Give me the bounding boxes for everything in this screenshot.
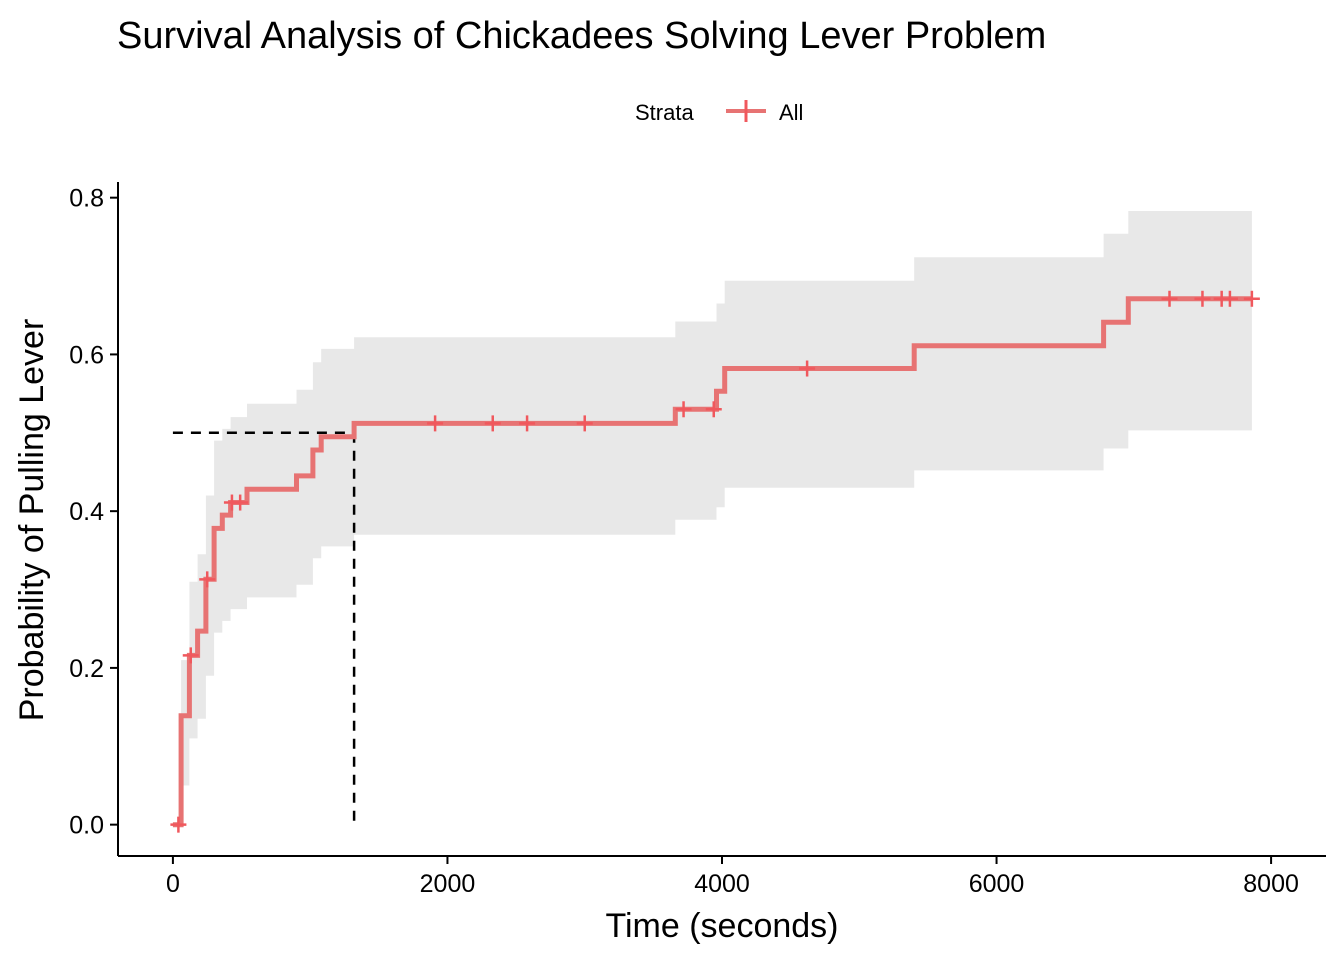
x-tick-label: 6000 (969, 870, 1025, 898)
censor-mark (484, 415, 501, 432)
legend-title: Strata (635, 100, 694, 125)
censor-mark (1221, 290, 1238, 307)
legend: Strata All (635, 100, 803, 125)
y-axis-label: Probability of Pulling Lever (13, 319, 51, 722)
median-reference-lines (172, 431, 356, 825)
x-tick-label: 8000 (1243, 870, 1299, 898)
y-tick-label: 0.4 (69, 498, 104, 526)
censor-mark (519, 415, 536, 432)
censor-mark (170, 816, 187, 833)
y-axis-ticks: 0.0 0.2 0.4 0.6 0.8 (69, 185, 118, 840)
x-axis-label: Time (seconds) (605, 907, 838, 945)
censor-mark (799, 360, 816, 377)
censor-mark (199, 571, 216, 588)
y-tick-label: 0.8 (69, 185, 104, 213)
x-tick-label: 4000 (694, 870, 750, 898)
x-axis-ticks: 0 2000 4000 6000 8000 (166, 856, 1299, 898)
x-tick-label: 0 (166, 870, 180, 898)
censor-mark (1194, 290, 1211, 307)
y-tick-label: 0.2 (69, 655, 104, 683)
confidence-band (172, 211, 1252, 825)
censor-mark (427, 415, 444, 432)
censor-marks (170, 290, 1260, 833)
chart-title: Survival Analysis of Chickadees Solving … (117, 15, 1046, 57)
censor-mark (232, 494, 249, 511)
censor-mark (576, 415, 593, 432)
censor-mark (182, 647, 199, 664)
y-tick-label: 0.0 (69, 812, 104, 840)
confidence-band-area (172, 211, 1252, 825)
legend-label-all: All (779, 100, 803, 125)
censor-mark (705, 401, 722, 418)
survival-curve-all (172, 296, 1252, 828)
censor-mark (675, 401, 692, 418)
plot-area (170, 211, 1260, 833)
y-tick-label: 0.6 (69, 341, 104, 369)
x-tick-label: 2000 (420, 870, 476, 898)
survival-curve-group (172, 296, 1252, 828)
axes: 0 2000 4000 6000 8000 0.0 0.2 0.4 0.6 0.8 (69, 182, 1326, 898)
censor-mark (1243, 290, 1260, 307)
censor-mark (1161, 290, 1178, 307)
